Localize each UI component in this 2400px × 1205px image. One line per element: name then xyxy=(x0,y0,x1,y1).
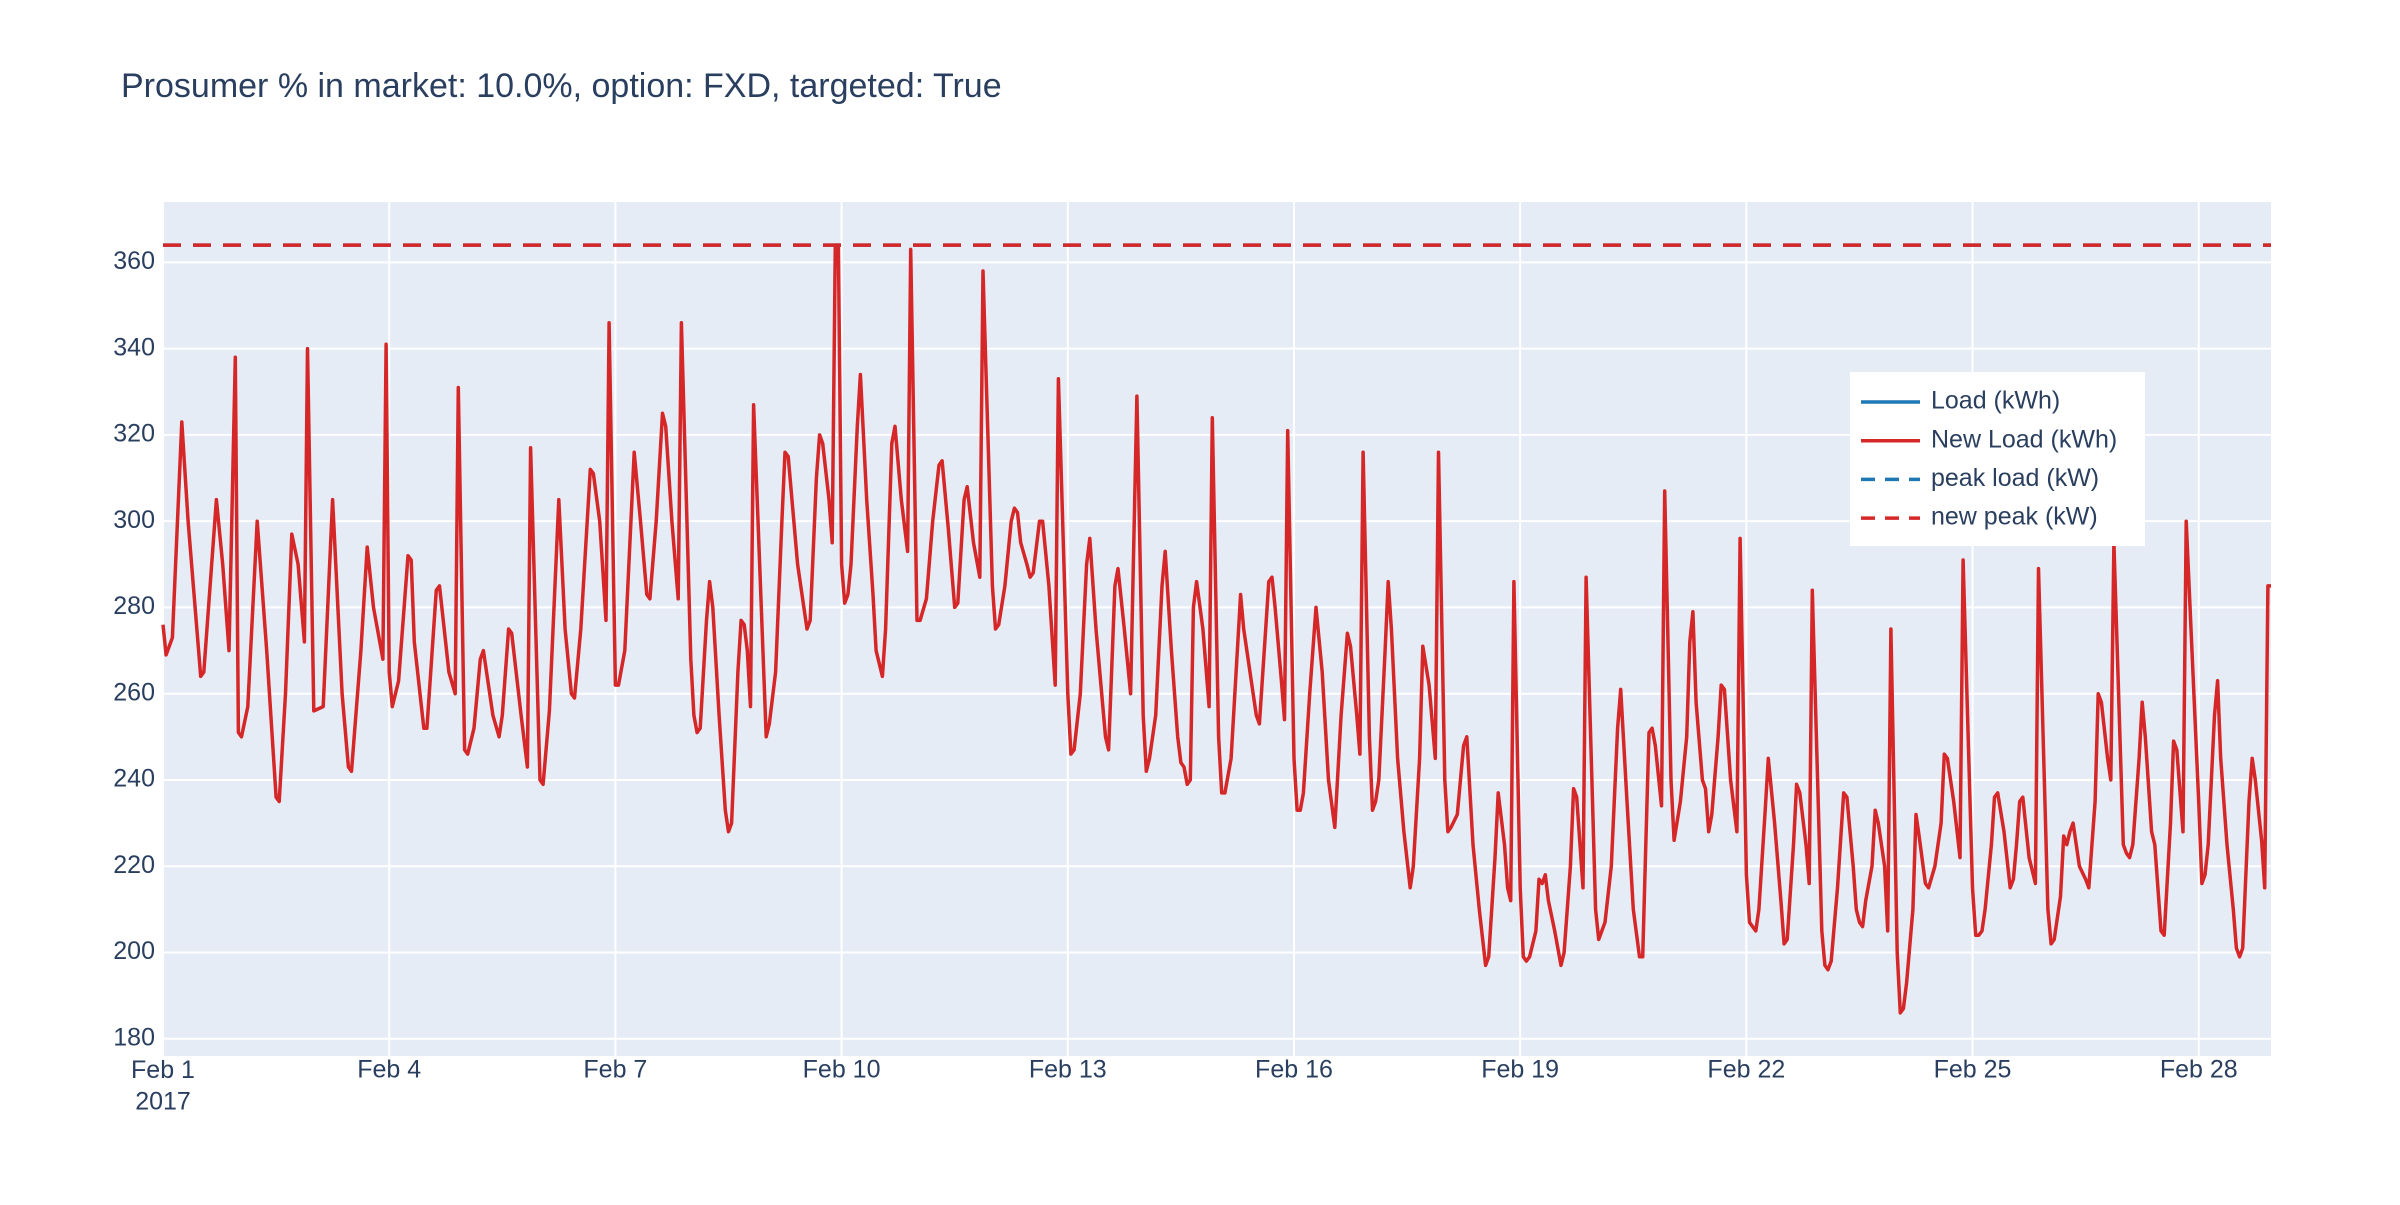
y-tick-label: 340 xyxy=(113,333,155,361)
x-tick-label: Feb 10 xyxy=(803,1056,881,1084)
y-tick-label: 220 xyxy=(113,851,155,879)
y-tick-label: 360 xyxy=(113,247,155,275)
legend: Load (kWh) New Load (kWh) peak load (kW) ne… xyxy=(1850,372,2145,546)
y-tick-label: 280 xyxy=(113,592,155,620)
x-tick-label: Feb 22 xyxy=(1707,1056,1785,1084)
x-tick-label: Feb 13 xyxy=(1029,1056,1107,1084)
series-line xyxy=(161,243,2271,1015)
x-tick-label: Feb 7 xyxy=(583,1056,647,1084)
y-tick-label: 200 xyxy=(113,937,155,965)
legend-label: new peak (kW) xyxy=(1931,503,2098,531)
marks xyxy=(161,243,2271,1015)
x-tick-label: Feb 19 xyxy=(1481,1056,1559,1084)
y-tick-label: 300 xyxy=(113,506,155,534)
x-tick-label: Feb 4 xyxy=(357,1056,421,1084)
y-tick-label: 260 xyxy=(113,678,155,706)
x-tick-label: Feb 1 2017 xyxy=(131,1056,195,1115)
x-tick-label: Feb 28 xyxy=(2160,1056,2238,1084)
axes: 180 200 220 240 260 280 300 320 340 360 Feb 1 2017 F… xyxy=(113,247,2237,1115)
x-tick-label: Feb 16 xyxy=(1255,1056,1333,1084)
y-tick-label: 240 xyxy=(113,765,155,793)
y-tick-label: 180 xyxy=(113,1023,155,1051)
chart-title: Prosumer % in market: 10.0%, option: FXD… xyxy=(121,67,1002,105)
y-tick-label: 320 xyxy=(113,420,155,448)
x-tick-label: Feb 25 xyxy=(1934,1056,2012,1084)
legend-label: peak load (kW) xyxy=(1931,464,2099,492)
legend-label: New Load (kWh) xyxy=(1931,425,2117,453)
legend-label: Load (kWh) xyxy=(1931,387,2060,415)
